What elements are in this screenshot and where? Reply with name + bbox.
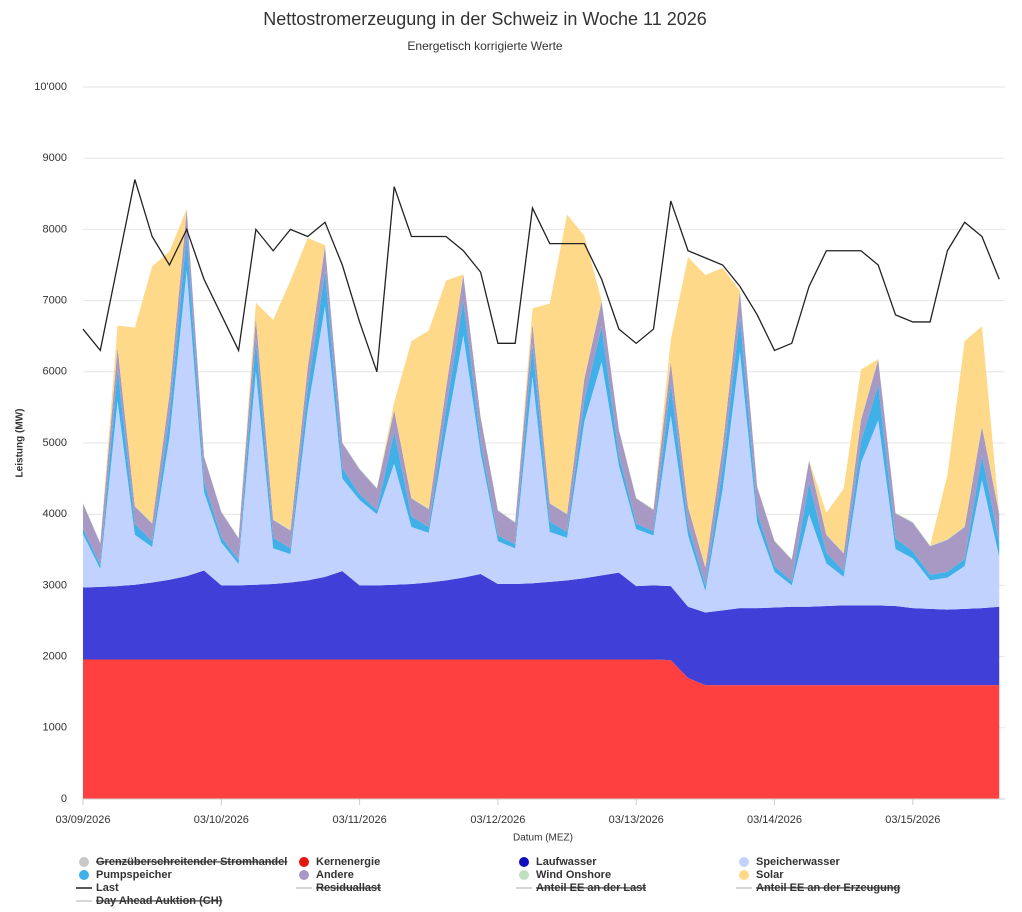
y-tick-label: 7000 [43,295,67,307]
legend-marker [739,857,749,867]
area [83,269,1000,613]
legend-label: Last [96,882,119,894]
legend-marker [79,857,89,867]
x-tick-label: 03/11/2026 [332,814,386,826]
y-tick-label: 4000 [43,508,67,520]
legend-marker [79,870,89,880]
y-tick-label: 6000 [43,366,67,378]
legend-label: Grenzüberschreitender Stromhandel [96,856,287,868]
legend-label: Day Ahead Auktion (CH) [96,895,223,907]
legend-label: Pumpspeicher [96,869,173,881]
x-tick-label: 03/13/2026 [609,814,664,826]
legend-label: Kernenergie [316,856,380,868]
area [83,570,1000,686]
y-tick-label: 10'000 [34,81,67,93]
x-tick-label: 03/15/2026 [885,814,940,826]
legend-label: Anteil EE an der Last [536,882,646,894]
chart-subtitle: Energetisch korrigierte Werte [407,39,563,53]
y-tick-label: 0 [61,793,67,805]
y-tick-label: 2000 [43,651,67,663]
area [83,234,1000,592]
y-axis-label: Leistung (MW) [15,409,26,478]
area [83,208,1000,567]
legend-label: Andere [316,869,354,881]
x-tick-label: 03/12/2026 [470,814,525,826]
legend-marker [519,870,529,880]
legend-label: Laufwasser [536,856,597,868]
legend-label: Solar [756,869,784,881]
area [83,659,1000,799]
legend-label: Residuallast [316,882,381,894]
legend-marker [299,857,309,867]
y-tick-label: 3000 [43,579,67,591]
x-tick-label: 03/14/2026 [747,814,802,826]
legend-marker [519,857,529,867]
line [82,179,1000,373]
y-tick-label: 5000 [43,437,67,449]
legend-marker [299,870,309,880]
y-tick-label: 9000 [43,152,67,164]
chart-title: Nettostromerzeugung in der Schweiz in Wo… [263,9,707,29]
y-tick-label: 8000 [43,223,67,235]
x-tick-label: 03/10/2026 [194,814,249,826]
legend-marker [739,870,749,880]
x-axis-label: Datum (MEZ) [513,833,573,844]
legend-label: Speicherwasser [756,856,840,868]
x-tick-label: 03/09/2026 [55,814,110,826]
legend-label: Anteil EE an der Erzeugung [756,882,900,894]
legend-label: Wind Onshore [536,869,611,881]
y-tick-label: 1000 [43,722,67,734]
